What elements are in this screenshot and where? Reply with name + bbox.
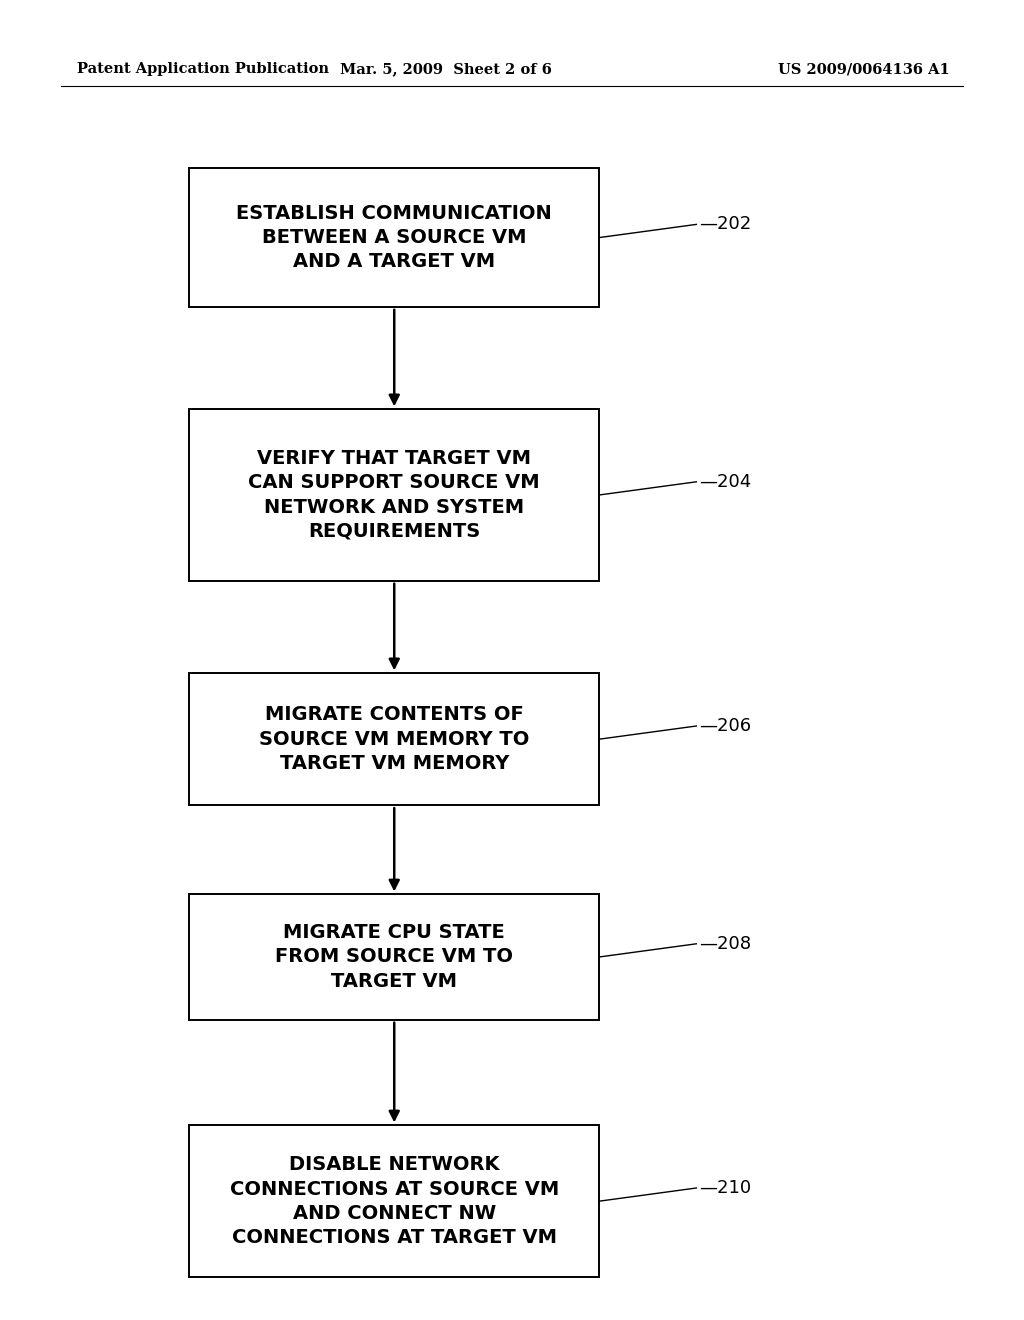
Text: US 2009/0064136 A1: US 2009/0064136 A1 [778, 62, 950, 77]
Text: DISABLE NETWORK
CONNECTIONS AT SOURCE VM
AND CONNECT NW
CONNECTIONS AT TARGET VM: DISABLE NETWORK CONNECTIONS AT SOURCE VM… [229, 1155, 559, 1247]
Text: Patent Application Publication: Patent Application Publication [77, 62, 329, 77]
Bar [189, 673, 599, 805]
Text: —206: —206 [699, 717, 752, 735]
Text: —210: —210 [699, 1179, 752, 1197]
Text: —204: —204 [699, 473, 752, 491]
Bar [189, 1125, 599, 1278]
Bar [189, 895, 599, 1019]
Bar [189, 409, 599, 581]
Text: ESTABLISH COMMUNICATION
BETWEEN A SOURCE VM
AND A TARGET VM: ESTABLISH COMMUNICATION BETWEEN A SOURCE… [237, 203, 552, 272]
Text: Mar. 5, 2009  Sheet 2 of 6: Mar. 5, 2009 Sheet 2 of 6 [340, 62, 551, 77]
Text: MIGRATE CPU STATE
FROM SOURCE VM TO
TARGET VM: MIGRATE CPU STATE FROM SOURCE VM TO TARG… [275, 923, 513, 991]
Text: MIGRATE CONTENTS OF
SOURCE VM MEMORY TO
TARGET VM MEMORY: MIGRATE CONTENTS OF SOURCE VM MEMORY TO … [259, 705, 529, 774]
Text: —202: —202 [699, 215, 752, 234]
Text: —208: —208 [699, 935, 752, 953]
Text: VERIFY THAT TARGET VM
CAN SUPPORT SOURCE VM
NETWORK AND SYSTEM
REQUIREMENTS: VERIFY THAT TARGET VM CAN SUPPORT SOURCE… [249, 449, 540, 541]
Bar [189, 169, 599, 308]
